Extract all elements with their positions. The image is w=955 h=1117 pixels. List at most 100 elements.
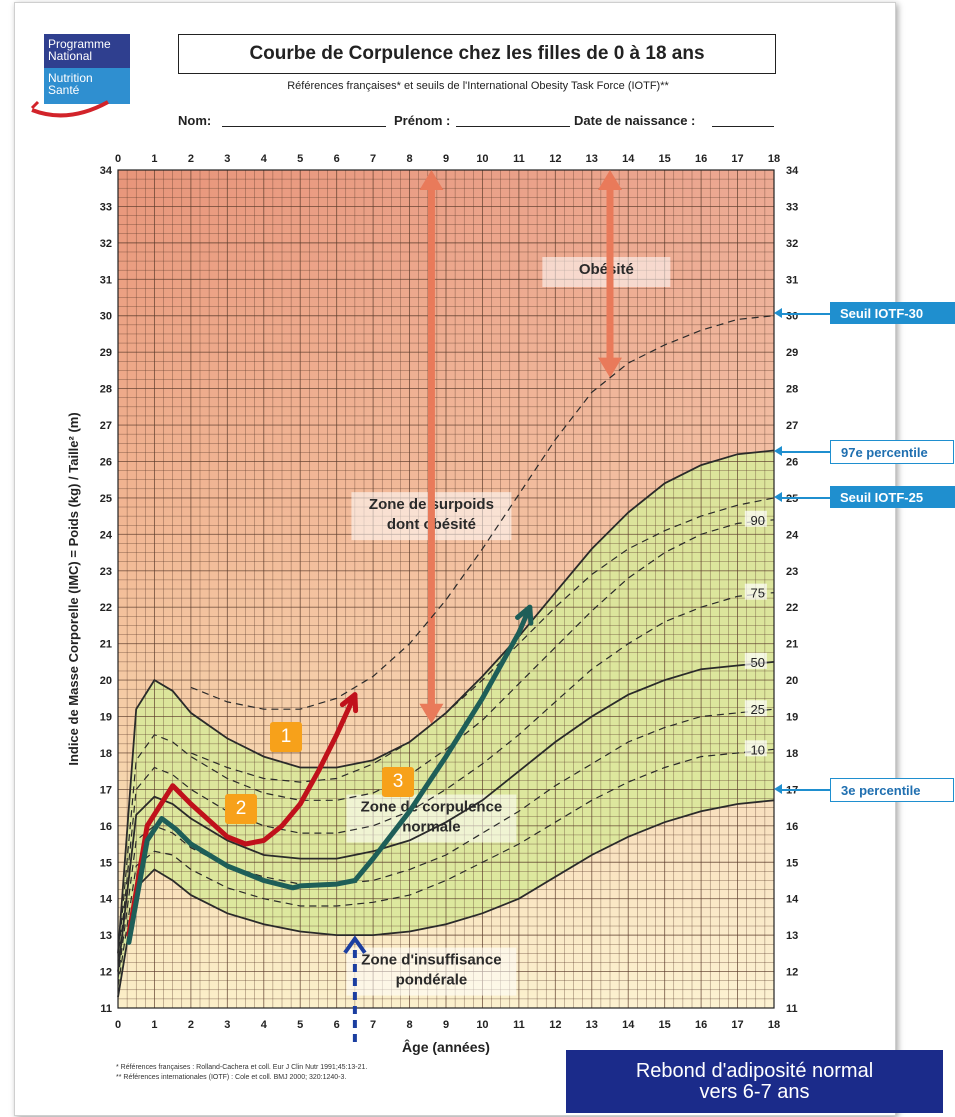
zone-insuffisance-label: Zone d'insuffisance	[361, 952, 501, 969]
percentile-label-50: 50	[751, 655, 765, 670]
curve-3e-percentile	[117, 799, 775, 998]
badge-2: 2	[225, 794, 257, 824]
nom-field[interactable]	[222, 126, 386, 127]
banner-line-1: Rebond d'adiposité normal	[635, 1059, 874, 1082]
y-tick-label: 28	[100, 384, 112, 396]
y-tick-label: 30	[100, 311, 112, 323]
y-tick-label-right: 29	[786, 347, 798, 359]
x-tick-label-top: 0	[115, 153, 121, 165]
callout-arrow-iotf25	[780, 497, 830, 499]
curve-25	[117, 708, 775, 979]
callout-iotf25: Seuil IOTF-25	[830, 486, 955, 508]
percentile-label-bg	[744, 700, 767, 717]
callout-3-percentile: 3e percentile	[830, 778, 954, 802]
y-tick-label-right: 28	[786, 384, 798, 396]
percentile-label-bg	[744, 740, 767, 757]
x-tick-label-top: 8	[406, 153, 412, 165]
y-tick-label: 14	[100, 894, 113, 906]
footnote-2: ** Références internationales (IOTF) : C…	[116, 1074, 347, 1081]
curve-Seuil-IOTF-25	[190, 497, 775, 783]
footnote-1: * Références françaises : Rolland-Cacher…	[116, 1064, 368, 1071]
x-tick-label-top: 1	[151, 153, 157, 165]
zone-normale-label: Zone de corpulence	[361, 799, 503, 816]
y-tick-label: 11	[100, 1003, 112, 1015]
curve-Seuil-IOTF-30	[190, 315, 775, 710]
chart-title: Courbe de Corpulence chez les filles de …	[178, 34, 776, 74]
x-tick-label-top: 14	[622, 153, 635, 165]
chart-subtitle: Références françaises* et seuils de l'In…	[287, 80, 669, 92]
x-tick-label: 1	[151, 1019, 157, 1031]
x-tick-label-top: 2	[188, 153, 194, 165]
x-tick-label-top: 18	[768, 153, 780, 165]
percentile-label-bg	[744, 652, 767, 669]
x-tick-label-top: 4	[261, 153, 268, 165]
x-tick-label-top: 7	[370, 153, 376, 165]
x-tick-label-top: 13	[586, 153, 598, 165]
y-tick-label: 24	[100, 529, 113, 541]
y-tick-label-right: 24	[786, 529, 799, 541]
y-tick-label: 18	[100, 748, 112, 760]
y-tick-label-right: 13	[786, 930, 798, 942]
x-tick-label: 10	[476, 1019, 488, 1031]
y-tick-label: 20	[100, 675, 112, 687]
percentile-label-90: 90	[751, 513, 765, 528]
x-tick-label-top: 6	[334, 153, 340, 165]
y-tick-label: 32	[100, 238, 112, 250]
x-tick-label: 5	[297, 1019, 303, 1031]
zone-obesite-label-bg	[542, 257, 671, 288]
y-tick-label-right: 23	[786, 566, 798, 578]
overweight-arrow-head-down	[419, 703, 444, 724]
prenom-field[interactable]	[456, 126, 570, 127]
x-axis-title: Âge (années)	[402, 1038, 490, 1055]
y-tick-label: 17	[100, 784, 112, 796]
x-tick-label: 0	[115, 1019, 121, 1031]
trajectory-1	[126, 692, 358, 938]
logo-text-3: Nutrition	[48, 71, 93, 85]
obesity-arrow-head-down	[598, 357, 622, 378]
x-tick-label: 8	[406, 1019, 412, 1031]
logo-text-2: National	[48, 49, 93, 63]
y-tick-label: 23	[100, 566, 112, 578]
zone-insuffisance-label-bg	[346, 947, 517, 996]
y-tick-label-right: 16	[786, 821, 798, 833]
y-tick-label-right: 33	[786, 201, 798, 213]
x-tick-label: 14	[622, 1019, 635, 1031]
prenom-label: Prénom :	[394, 113, 451, 128]
x-tick-label-top: 10	[476, 153, 488, 165]
x-tick-label-top: 17	[731, 153, 743, 165]
callout-arrow-3	[780, 789, 830, 791]
pnns-logo: Programme National Nutrition Santé	[28, 22, 136, 122]
x-tick-label: 12	[549, 1019, 561, 1031]
rebound-arrow-head	[343, 935, 367, 954]
x-tick-label-top: 11	[513, 153, 525, 165]
obesity-arrow-head-up	[598, 170, 622, 190]
y-tick-label-right: 12	[786, 967, 798, 979]
y-tick-label: 29	[100, 347, 112, 359]
x-tick-label: 9	[443, 1019, 449, 1031]
x-tick-label-top: 16	[695, 153, 707, 165]
y-axis-title: Indice de Masse Corporelle (IMC) = Poids…	[66, 412, 81, 765]
percentile-label-bg	[744, 510, 767, 527]
banner-line-2: vers 6-7 ans	[699, 1080, 810, 1103]
naissance-field[interactable]	[712, 126, 774, 127]
logo-text-1: Programme	[48, 37, 111, 51]
callout-97-percentile: 97e percentile	[830, 440, 954, 464]
y-tick-label: 16	[100, 821, 112, 833]
y-tick-label-right: 18	[786, 748, 798, 760]
y-tick-label-right: 21	[786, 639, 798, 651]
x-tick-label: 13	[586, 1019, 598, 1031]
percentile-label-10: 10	[751, 742, 765, 757]
y-tick-label: 12	[100, 967, 112, 979]
callout-tip-iotf25-icon	[774, 492, 782, 502]
percentile-label-bg	[744, 583, 767, 600]
logo-swoosh-icon	[30, 100, 109, 118]
x-tick-label: 17	[731, 1019, 743, 1031]
y-tick-label: 21	[100, 639, 112, 651]
zone-normale-label-bg	[346, 794, 517, 843]
x-tick-label: 15	[659, 1019, 671, 1031]
x-tick-label: 2	[188, 1019, 194, 1031]
zone-insuffisance-label: pondérale	[396, 972, 468, 989]
y-tick-label-right: 31	[786, 274, 798, 286]
x-tick-label-top: 9	[443, 153, 449, 165]
y-tick-label-right: 34	[786, 165, 799, 177]
